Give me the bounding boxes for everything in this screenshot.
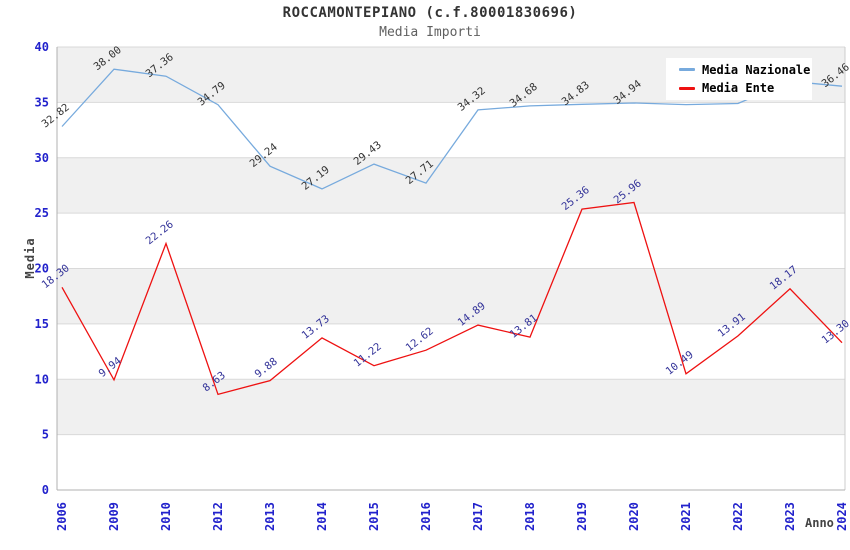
legend: Media Nazionale Media Ente — [666, 58, 812, 100]
y-tick-label: 30 — [35, 151, 49, 165]
point-label: 22.26 — [144, 218, 176, 247]
y-tick-label: 25 — [35, 206, 49, 220]
page-title: ROCCAMONTEPIANO (c.f.80001830696) — [282, 5, 578, 21]
y-tick-label: 15 — [35, 317, 49, 331]
x-axis-title: Anno — [805, 516, 834, 530]
point-label: 12.62 — [404, 325, 436, 354]
x-tick-label: 2020 — [627, 502, 641, 531]
x-tick-label: 2006 — [55, 502, 69, 531]
y-tick-label: 35 — [35, 95, 49, 109]
x-tick-label: 2024 — [835, 502, 849, 531]
plot-band — [57, 157, 845, 214]
x-tick-label: 2021 — [679, 502, 693, 531]
x-tick-label: 2009 — [107, 502, 121, 531]
y-tick-label: 40 — [35, 40, 49, 54]
series-line-media-ente — [61, 201, 843, 396]
x-tick-label: 2013 — [263, 502, 277, 531]
x-tick-label: 2014 — [315, 502, 329, 531]
x-tick-label: 2019 — [575, 502, 589, 531]
x-tick-label: 2022 — [731, 502, 745, 531]
x-tick-label: 2012 — [211, 502, 225, 531]
x-tick-label: 2018 — [523, 502, 537, 531]
plot-band — [57, 268, 845, 324]
point-label: 9.88 — [253, 355, 280, 380]
x-tick-label: 2023 — [783, 502, 797, 531]
point-label: 9.94 — [97, 355, 124, 380]
x-tick-label: 2016 — [419, 502, 433, 531]
y-tick-label: 5 — [42, 428, 49, 442]
y-tick-label: 10 — [35, 372, 49, 386]
x-tick-label: 2017 — [471, 502, 485, 531]
chart-subtitle: Media Importi — [379, 25, 481, 40]
plot-band — [57, 379, 845, 435]
x-tick-label: 2010 — [159, 502, 173, 531]
point-label: 11.22 — [352, 341, 384, 370]
series-line-media-nazionale — [61, 68, 843, 190]
legend-label-media-nazionale: Media Nazionale — [702, 62, 811, 77]
legend-item-media-ente: Media Ente — [679, 81, 812, 95]
y-tick-label: 20 — [35, 262, 49, 276]
media-ente-line-swatch-icon — [679, 86, 695, 90]
legend-item-media-nazionale: Media Nazionale — [679, 63, 812, 77]
y-axis-title: Media — [23, 237, 37, 279]
y-tick-label: 0 — [42, 483, 49, 497]
x-tick-label: 2015 — [367, 502, 381, 531]
legend-label-media-ente: Media Ente — [702, 81, 775, 96]
media-nazionale-line-swatch-icon — [679, 68, 695, 72]
